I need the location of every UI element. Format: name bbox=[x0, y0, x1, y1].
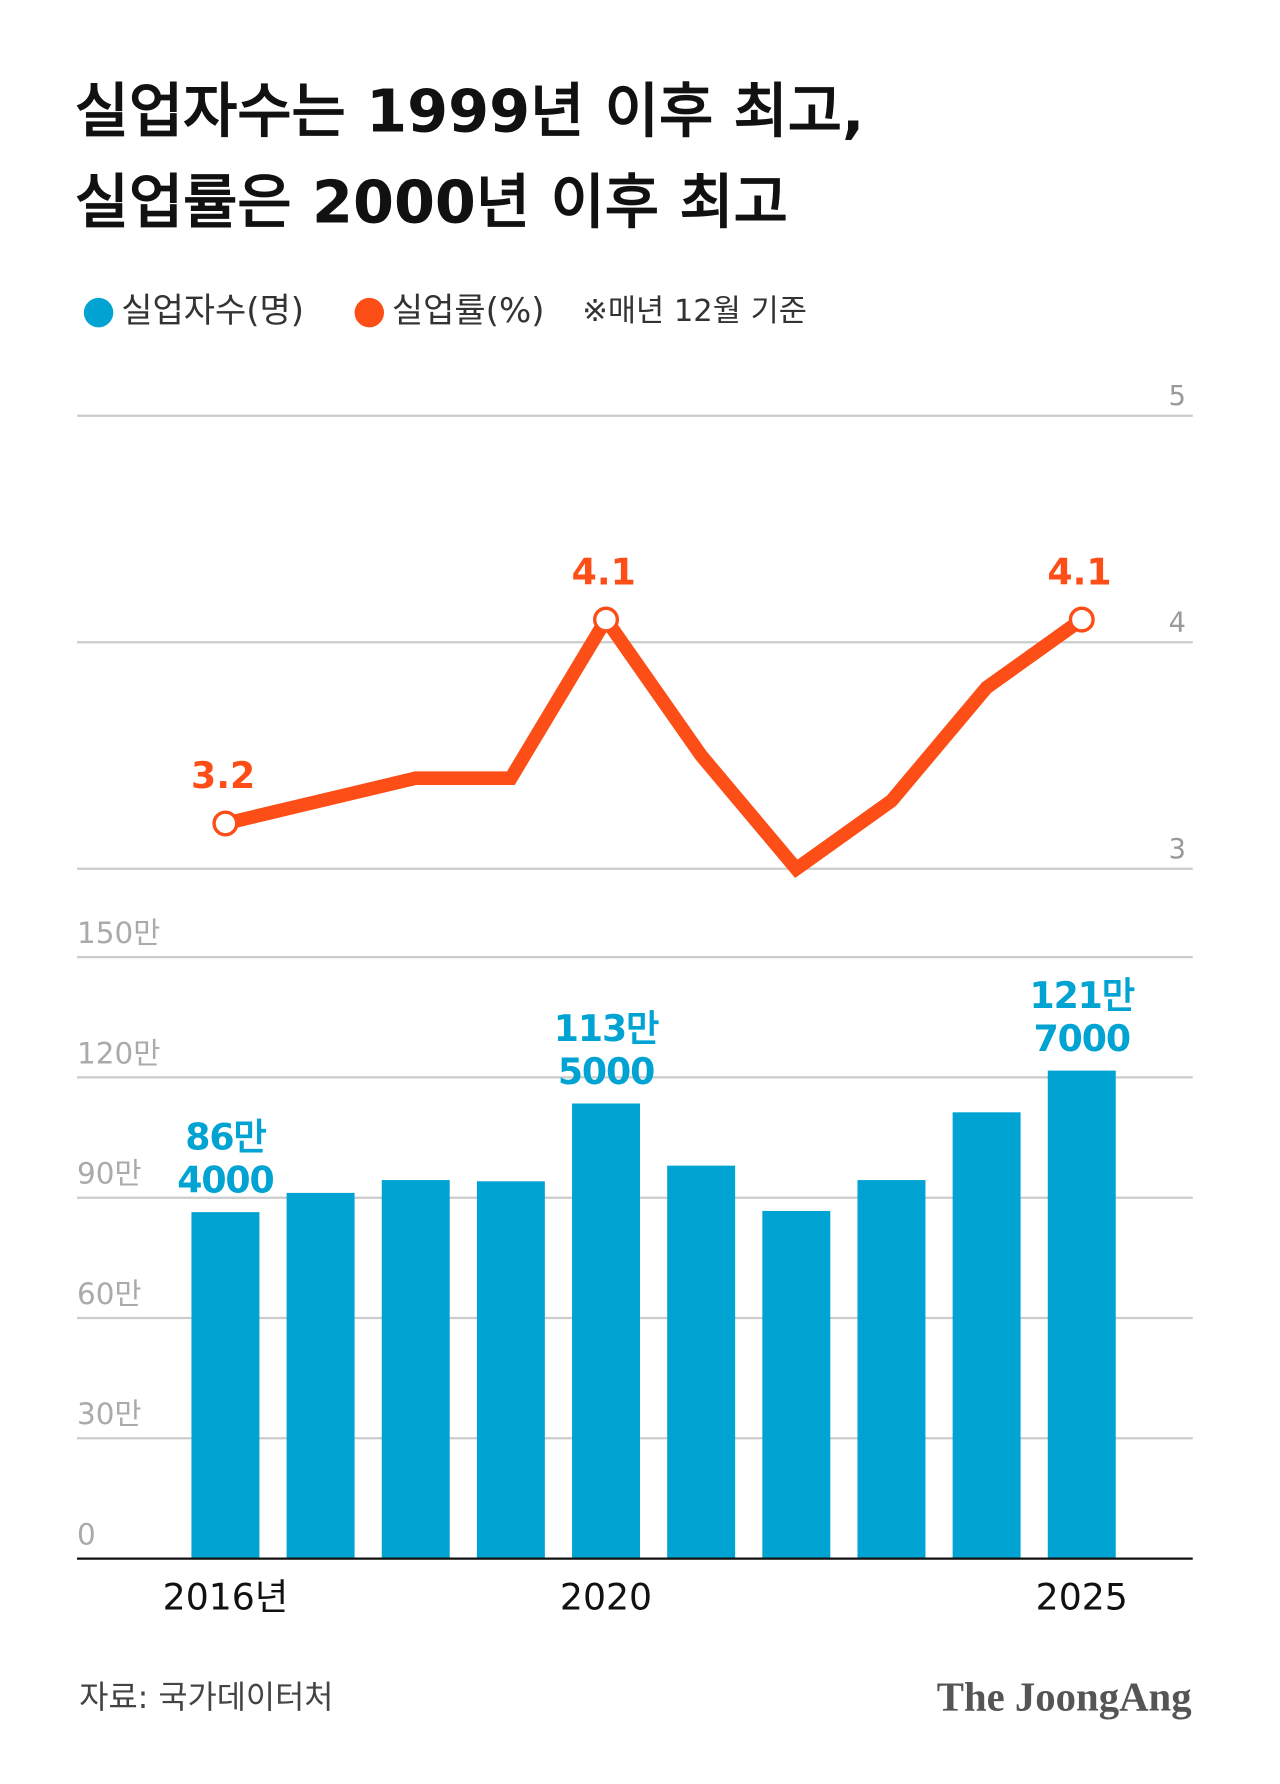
data-label: 4.1 bbox=[1047, 550, 1111, 593]
y-tick-label: 30만 bbox=[77, 1397, 142, 1431]
data-label: 113만 5000 bbox=[554, 1007, 659, 1093]
x-tick-label: 2025 bbox=[1036, 1575, 1128, 1618]
y-tick-label: 120만 bbox=[77, 1036, 160, 1070]
bar bbox=[952, 1112, 1021, 1559]
bar bbox=[762, 1210, 831, 1559]
y-tick-label: 90만 bbox=[77, 1157, 142, 1191]
data-label: 4.1 bbox=[572, 550, 636, 593]
bar bbox=[572, 1103, 640, 1559]
bar bbox=[381, 1180, 450, 1559]
bar bbox=[191, 1212, 260, 1559]
bar bbox=[857, 1180, 926, 1559]
y-tick-label: 0 bbox=[77, 1517, 96, 1551]
y-tick-label: 60만 bbox=[77, 1277, 142, 1311]
bar bbox=[286, 1192, 355, 1559]
x-tick-label: 2020 bbox=[560, 1575, 652, 1618]
y-tick-label: 150만 bbox=[77, 916, 160, 950]
data-label: 121만 7000 bbox=[1030, 974, 1135, 1060]
bar bbox=[667, 1165, 736, 1559]
legend-label: 실업자수(명) bbox=[121, 291, 304, 331]
y-tick-label: 4 bbox=[1169, 608, 1186, 639]
y-tick-label: 5 bbox=[1169, 381, 1186, 412]
legend-marker bbox=[354, 297, 385, 328]
bar bbox=[1047, 1070, 1116, 1559]
point bbox=[1068, 606, 1095, 633]
source: 자료: 국가데이터처 bbox=[79, 1680, 333, 1716]
data-label: 3.2 bbox=[191, 754, 255, 797]
point bbox=[592, 606, 620, 633]
data-label: 86만 4000 bbox=[177, 1116, 273, 1202]
line bbox=[223, 607, 1086, 878]
y-tick-label: 3 bbox=[1169, 834, 1186, 865]
legend-marker bbox=[83, 297, 114, 328]
legend-label: 실업률(%) bbox=[392, 291, 545, 331]
title-line: 실업률은 2000년 이후 최고 bbox=[75, 167, 788, 236]
note: ※매년 12월 기준 bbox=[582, 294, 807, 329]
logo: The JoongAng bbox=[937, 1675, 1192, 1720]
title-line: 실업자수는 1999년 이후 최고, bbox=[75, 77, 865, 146]
bar bbox=[476, 1181, 545, 1559]
point bbox=[212, 810, 239, 837]
x-tick-label: 2016년 bbox=[163, 1575, 289, 1618]
